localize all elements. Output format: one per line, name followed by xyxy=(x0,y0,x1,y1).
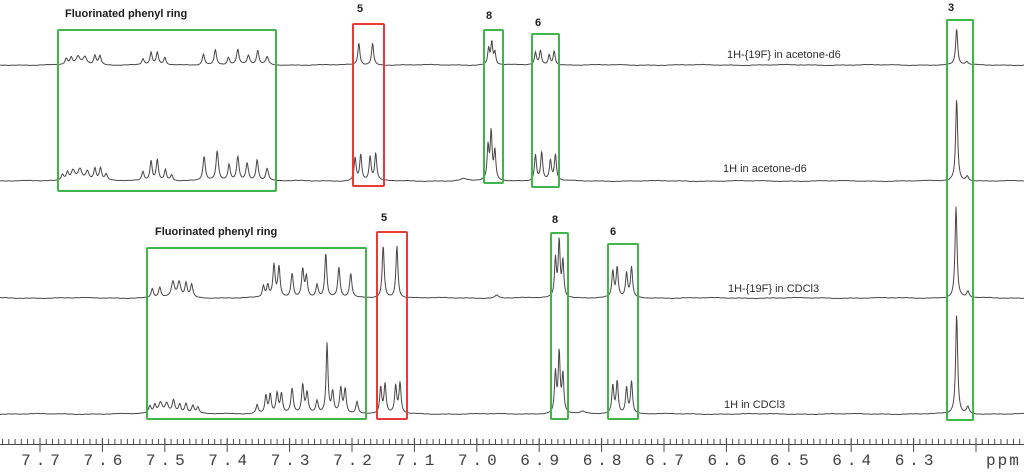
x-axis-major-ticks xyxy=(39,438,977,452)
axis-tick-label: 6.5 xyxy=(769,452,814,470)
annotation-box-peak8-top xyxy=(483,29,504,184)
trace-label-1: 1H-{19F} in acetone-d6 xyxy=(727,49,841,61)
annotation-box-peak6-bottom xyxy=(607,243,639,420)
axis-tick-label: 7.7 xyxy=(21,452,65,470)
nmr-trace-3 xyxy=(0,206,1024,300)
nmr-trace-4 xyxy=(0,315,1024,416)
annotation-box-peak3-all xyxy=(946,19,974,421)
annotation-box-phenyl-ring-bottom xyxy=(146,247,367,420)
axis-tick-label: 7.3 xyxy=(270,452,315,470)
nmr-trace-1 xyxy=(0,29,1024,67)
axis-tick-label: 7.4 xyxy=(208,452,253,470)
annotation-box-peak5-bottom xyxy=(376,231,408,420)
axis-tick-label: 6.9 xyxy=(520,452,565,470)
trace-label-3: 1H-{19F} in CDCl3 xyxy=(728,283,820,295)
annotation-box-phenyl-ring-top xyxy=(57,29,277,192)
annotation-label-phenyl-ring-bottom: Fluorinated phenyl ring xyxy=(155,226,278,238)
axis-tick-label: 6.7 xyxy=(645,452,689,470)
axis-tick-label: 6.3 xyxy=(894,452,939,470)
axis-tick-label: 7.1 xyxy=(395,452,440,470)
annotation-label-peak5-top: 5 xyxy=(356,3,364,15)
annotation-box-peak8-bottom xyxy=(550,232,569,420)
annotation-box-peak6-top xyxy=(531,33,560,188)
axis-tick-label: 6.8 xyxy=(582,452,627,470)
annotation-label-peak6-top: 6 xyxy=(534,17,542,29)
annotation-label-peak5-bottom: 5 xyxy=(380,212,388,224)
axis-tick-label: 6.6 xyxy=(707,452,752,470)
axis-tick-label: 7.2 xyxy=(333,452,377,470)
annotation-label-phenyl-ring-top: Fluorinated phenyl ring xyxy=(65,8,188,20)
nmr-trace-2 xyxy=(0,100,1024,183)
annotation-label-peak8-bottom: 8 xyxy=(551,214,559,226)
annotation-box-peak5-top xyxy=(352,23,385,187)
annotation-label-peak6-bottom: 6 xyxy=(609,226,617,238)
annotation-label-peak8-top: 8 xyxy=(485,10,493,22)
axis-tick-label: 7.5 xyxy=(145,452,190,470)
annotation-label-peak3-all: 3 xyxy=(947,2,955,14)
axis-tick-label: 7.0 xyxy=(457,452,502,470)
axis-tick-label: 7.6 xyxy=(83,452,128,470)
x-axis-minor-ticks xyxy=(2,439,1021,444)
x-axis xyxy=(0,438,1024,452)
trace-label-2: 1H in acetone-d6 xyxy=(723,163,807,175)
trace-label-4: 1H in CDCl3 xyxy=(724,399,786,411)
axis-tick-label: 6.4 xyxy=(832,452,877,470)
axis-unit-label: ppm xyxy=(986,452,1021,470)
